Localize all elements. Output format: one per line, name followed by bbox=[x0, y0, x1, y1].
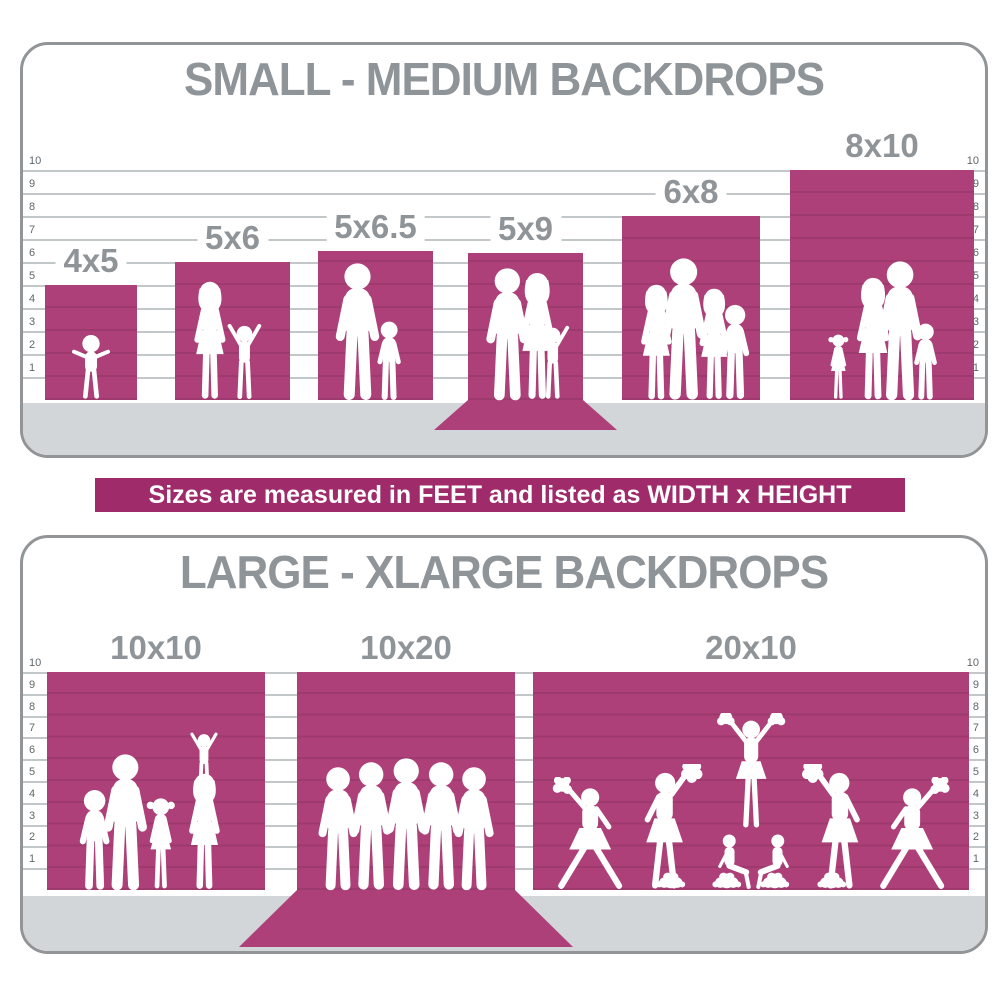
foot-tick-right: 8 bbox=[972, 700, 979, 713]
foot-tick-right: 1 bbox=[972, 362, 979, 374]
foot-tick-left: 9 bbox=[29, 178, 36, 190]
foot-tick-right: 4 bbox=[972, 293, 979, 305]
foot-tick-right: 7 bbox=[972, 224, 979, 236]
foot-tick-left: 10 bbox=[29, 657, 42, 669]
silhouette-flyer-icon bbox=[707, 713, 795, 831]
sizes-info-banner: Sizes are measured in FEET and listed as… bbox=[95, 478, 905, 512]
foot-tick-left: 3 bbox=[29, 316, 36, 328]
panel-small-medium: 1 1 2 2 3 3 4 4 5 5 6 6 7 7 8 8 9 9 10 10 4x5 5x6 5x6.5 5x9 6x8 8… bbox=[20, 42, 988, 458]
backdrop-size-label: 5x9 bbox=[489, 208, 562, 249]
foot-tick-left: 1 bbox=[29, 362, 36, 374]
foot-tick-left: 6 bbox=[29, 247, 36, 259]
size-chart-large-xlarge: 1 1 2 2 3 3 4 4 5 5 6 6 7 7 8 8 9 9 10 10 10x10 10x20 20x10 bbox=[23, 538, 985, 951]
foot-tick-right: 10 bbox=[966, 155, 979, 167]
silhouette-lunge-icon bbox=[864, 777, 960, 890]
foot-tick-right: 3 bbox=[972, 316, 979, 328]
backdrop-floor-sweep bbox=[239, 890, 573, 947]
silhouette-child-icon bbox=[221, 322, 268, 400]
silhouette-lunge-icon bbox=[542, 777, 638, 890]
foot-tick-left: 1 bbox=[29, 853, 36, 866]
foot-tick-left: 2 bbox=[29, 339, 36, 351]
foot-tick-right: 4 bbox=[972, 787, 979, 800]
silhouette-child-icon bbox=[185, 731, 223, 794]
panel-title-small-medium: SMALL - MEDIUM BACKDROPS bbox=[183, 53, 825, 106]
foot-tick-right: 6 bbox=[972, 744, 979, 757]
foot-tick-right: 2 bbox=[972, 339, 979, 351]
foot-tick-right: 6 bbox=[972, 247, 979, 259]
backdrop-size-label: 4x5 bbox=[55, 241, 127, 281]
backdrop-bar-20x10 bbox=[533, 672, 969, 890]
silhouette-man-icon bbox=[443, 766, 505, 890]
foot-tick-right: 5 bbox=[972, 270, 979, 282]
foot-tick-right: 8 bbox=[972, 201, 979, 213]
backdrop-size-label: 8x10 bbox=[837, 126, 927, 166]
foot-tick-right: 1 bbox=[972, 853, 979, 866]
panel-title-large-xlarge: LARGE - XLARGE BACKDROPS bbox=[179, 546, 829, 599]
foot-tick-left: 8 bbox=[29, 201, 36, 213]
silhouette-boy-icon bbox=[906, 322, 945, 400]
foot-tick-left: 4 bbox=[29, 787, 36, 800]
foot-tick-left: 6 bbox=[29, 744, 36, 757]
foot-tick-left: 7 bbox=[29, 224, 36, 236]
foot-tick-right: 10 bbox=[966, 657, 979, 669]
foot-gridline bbox=[23, 193, 985, 195]
backdrop-size-label: 5x6.5 bbox=[326, 206, 425, 247]
silhouette-toddler-icon bbox=[66, 333, 116, 400]
backdrop-size-label: 10x10 bbox=[102, 628, 210, 668]
foot-tick-left: 7 bbox=[29, 722, 36, 735]
backdrop-size-label: 6x8 bbox=[655, 172, 727, 212]
foot-tick-right: 7 bbox=[972, 722, 979, 735]
foot-tick-left: 5 bbox=[29, 766, 36, 778]
foot-tick-left: 10 bbox=[29, 155, 42, 167]
backdrop-size-label: 20x10 bbox=[697, 628, 805, 668]
backdrop-floor-sweep bbox=[434, 400, 617, 430]
panel-large-xlarge: 1 1 2 2 3 3 4 4 5 5 6 6 7 7 8 8 9 9 10 10 10x10 10x20 20x10 LA… bbox=[20, 535, 988, 954]
foot-tick-left: 8 bbox=[29, 700, 36, 713]
silhouette-boy-icon bbox=[711, 303, 759, 400]
foot-tick-right: 2 bbox=[972, 831, 979, 844]
foot-tick-right: 9 bbox=[972, 678, 979, 691]
size-chart-small-medium: 1 1 2 2 3 3 4 4 5 5 6 6 7 7 8 8 9 9 10 10 4x5 5x6 5x6.5 5x9 6x8 8… bbox=[23, 45, 985, 455]
foot-tick-left: 3 bbox=[29, 809, 36, 822]
foot-tick-left: 4 bbox=[29, 293, 36, 305]
foot-tick-right: 3 bbox=[972, 809, 979, 822]
silhouette-pom-icon bbox=[649, 870, 693, 890]
foot-gridline bbox=[23, 170, 985, 172]
backdrop-size-label: 10x20 bbox=[352, 628, 460, 668]
foot-tick-right: 9 bbox=[972, 178, 979, 190]
silhouette-child-icon bbox=[530, 324, 576, 400]
backdrop-bar-4x5 bbox=[45, 285, 137, 400]
backdrop-size-label: 5x6 bbox=[196, 218, 269, 258]
foot-tick-left: 9 bbox=[29, 678, 36, 691]
foot-tick-right: 5 bbox=[972, 766, 979, 778]
foot-tick-left: 5 bbox=[29, 270, 36, 282]
foot-tick-left: 2 bbox=[29, 831, 36, 844]
backdrop-bar-5x6.5 bbox=[318, 250, 433, 400]
silhouette-boy-icon bbox=[369, 320, 409, 401]
